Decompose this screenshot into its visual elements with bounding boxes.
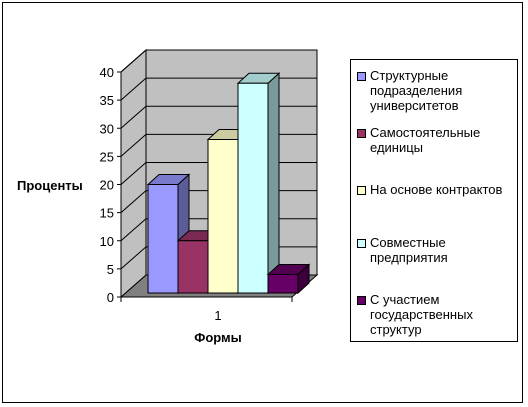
legend: Структурные подразделения университетов С… [350, 59, 518, 342]
y-tick-label: 30 [100, 121, 114, 136]
bar-front [147, 184, 179, 294]
bars [146, 72, 311, 295]
bar-front [177, 240, 209, 294]
y-tick-label: 25 [100, 149, 114, 164]
y-tick-label: 0 [107, 290, 114, 305]
y-tick-label: 15 [100, 206, 114, 221]
y-tick-label: 40 [100, 65, 114, 80]
bar-4 [236, 72, 281, 295]
gridline [120, 49, 317, 73]
x-axis-title: Формы [194, 330, 242, 345]
legend-label: Самостоятельные единицы [370, 125, 481, 155]
legend-swatch [357, 186, 366, 195]
legend-label: Совместные предприятия [370, 235, 448, 265]
y-tick-label: 35 [100, 93, 114, 108]
x-axis-ticks: 1 [120, 296, 293, 323]
bar-5 [266, 263, 311, 295]
legend-swatch [357, 72, 366, 81]
bar-front [207, 139, 239, 294]
y-axis-ticks: 0 5 10 15 20 25 30 35 40 [100, 65, 122, 305]
bar-front [267, 274, 299, 294]
y-tick-label: 10 [100, 234, 114, 249]
legend-swatch [357, 296, 366, 305]
legend-swatch [357, 239, 366, 248]
y-tick-label: 5 [107, 262, 114, 277]
bar-front [237, 82, 269, 294]
y-axis-title: Проценты [17, 178, 83, 193]
y-tick-label: 20 [100, 178, 114, 193]
legend-swatch [357, 129, 366, 138]
legend-label: На основе контрактов [370, 182, 503, 197]
legend-label: С участием государственных структур [370, 292, 473, 337]
bar-side [267, 72, 280, 295]
legend-label: Структурные подразделения университетов [370, 68, 463, 113]
x-tick-label: 1 [214, 308, 221, 323]
